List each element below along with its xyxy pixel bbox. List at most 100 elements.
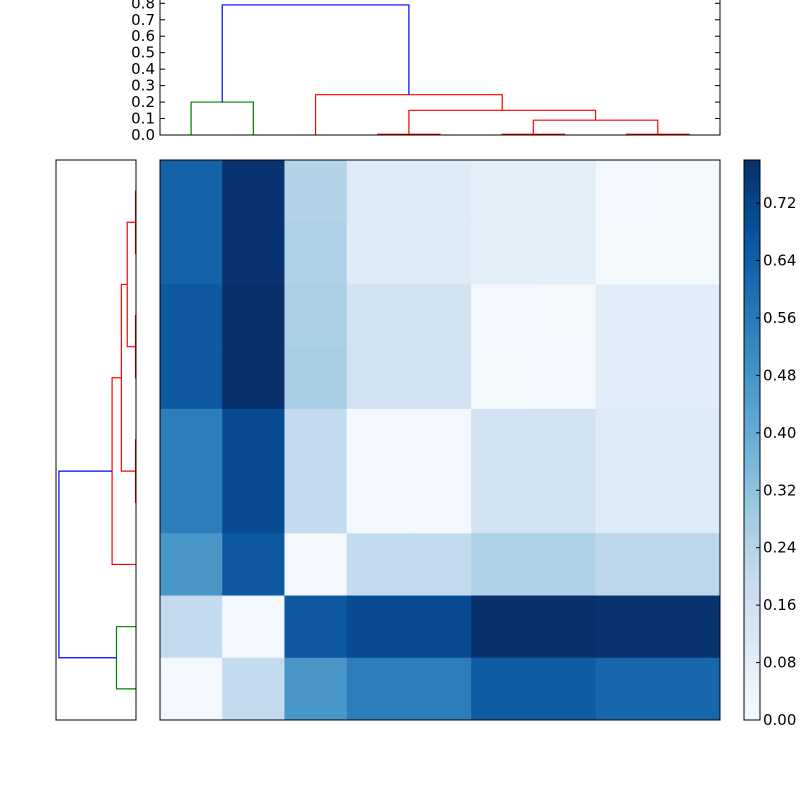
heatmap-cell (408, 471, 472, 534)
heatmap-cell (408, 533, 472, 597)
heatmap-cell (160, 284, 223, 348)
colorbar-segment (744, 615, 760, 621)
colorbar-segment (744, 220, 760, 226)
heatmap-cell (346, 284, 410, 348)
heatmap-cell (533, 346, 597, 410)
colorbar-tick-label: 0.72 (763, 194, 796, 212)
colorbar-segment (744, 635, 760, 641)
colorbar-segment (744, 305, 760, 311)
colorbar-segment (744, 255, 760, 261)
heatmap-cell (222, 533, 285, 597)
colorbar-segment (744, 295, 760, 301)
colorbar-segment (744, 680, 760, 686)
heatmap-cell (160, 657, 223, 721)
heatmap-panel (159, 159, 721, 721)
heatmap-cell (284, 222, 348, 285)
top-dendrogram-link (532, 119, 659, 135)
colorbar-segment (744, 575, 760, 581)
y-tick-label: 0.2 (131, 93, 155, 111)
colorbar-segment (744, 365, 760, 371)
colorbar-tick-label: 0.32 (763, 481, 796, 499)
heatmap-frame (159, 159, 721, 721)
colorbar-segment (744, 265, 760, 271)
colorbar-segment (744, 170, 760, 176)
heatmap-cell (222, 595, 285, 659)
y-tick-label: 0.3 (131, 77, 155, 95)
colorbar-segment (744, 460, 760, 466)
y-tick-label: 0.8 (131, 0, 155, 12)
colorbar-segment (744, 630, 760, 636)
top-dendrogram-link (221, 4, 410, 103)
colorbar-segment (744, 310, 760, 316)
heatmap-cell (346, 657, 410, 721)
colorbar-segment (744, 440, 760, 446)
colorbar-segment (744, 550, 760, 556)
colorbar-segment (744, 225, 760, 231)
heatmap-cell (595, 533, 659, 597)
colorbar-segment (744, 510, 760, 516)
colorbar-segment (744, 710, 760, 716)
heatmap-cell (533, 533, 597, 597)
colorbar-segment (744, 360, 760, 366)
heatmap-cell (408, 222, 472, 285)
heatmap-cell (595, 284, 659, 348)
colorbar-segment (744, 405, 760, 411)
heatmap-cell (657, 346, 721, 410)
colorbar-segment (744, 500, 760, 506)
y-tick-label: 0.5 (131, 44, 155, 62)
colorbar-segment (744, 505, 760, 511)
colorbar-segment (744, 190, 760, 196)
heatmap-cell (222, 471, 285, 534)
heatmap-cell (284, 160, 348, 223)
colorbar-segment (744, 165, 760, 171)
colorbar-segment (744, 160, 760, 166)
colorbar-segment (744, 240, 760, 246)
heatmap-cell (533, 222, 597, 285)
colorbar-segment (744, 435, 760, 441)
colorbar-segment (744, 650, 760, 656)
y-tick-label: 0.4 (131, 60, 155, 78)
heatmap-cell (533, 657, 597, 721)
colorbar-segment (744, 455, 760, 461)
colorbar-segment (744, 185, 760, 191)
colorbar-segment (744, 325, 760, 331)
heatmap-cell (657, 160, 721, 223)
colorbar-segment (744, 605, 760, 611)
heatmap-cell (284, 346, 348, 410)
colorbar-segment (744, 480, 760, 486)
colorbar-segment (744, 640, 760, 646)
heatmap-cell (595, 657, 659, 721)
colorbar-segment (744, 670, 760, 676)
heatmap-cell (284, 284, 348, 348)
colorbar-segment (744, 655, 760, 661)
colorbar-tick-label: 0.64 (763, 252, 796, 270)
colorbar-segment (744, 175, 760, 181)
heatmap-cell (284, 657, 348, 721)
colorbar-segment (744, 645, 760, 651)
colorbar-segment (744, 275, 760, 281)
colorbar-segment (744, 385, 760, 391)
heatmap-cell (160, 222, 223, 285)
colorbar-segment (744, 410, 760, 416)
colorbar-segment (744, 475, 760, 481)
left-dendrogram-link (58, 470, 117, 659)
heatmap-cell (160, 595, 223, 659)
colorbar-segment (744, 525, 760, 531)
top-dendrogram-link (408, 109, 597, 135)
y-tick-label: 0.6 (131, 27, 155, 45)
heatmap-cell (657, 533, 721, 597)
heatmap-cell (657, 595, 721, 659)
top-dendrogram-link (190, 101, 254, 135)
heatmap-cell (595, 408, 659, 472)
colorbar-segment (744, 690, 760, 696)
colorbar-segment (744, 235, 760, 241)
colorbar-segment (744, 565, 760, 571)
colorbar-tick-label: 0.08 (763, 654, 796, 672)
colorbar-segment (744, 595, 760, 601)
colorbar-segment (744, 430, 760, 436)
heatmap-cell (284, 471, 348, 534)
heatmap-cell (222, 284, 285, 348)
colorbar-segment (744, 250, 760, 256)
colorbar-segment (744, 530, 760, 536)
colorbar-tick-label: 0.24 (763, 539, 796, 557)
